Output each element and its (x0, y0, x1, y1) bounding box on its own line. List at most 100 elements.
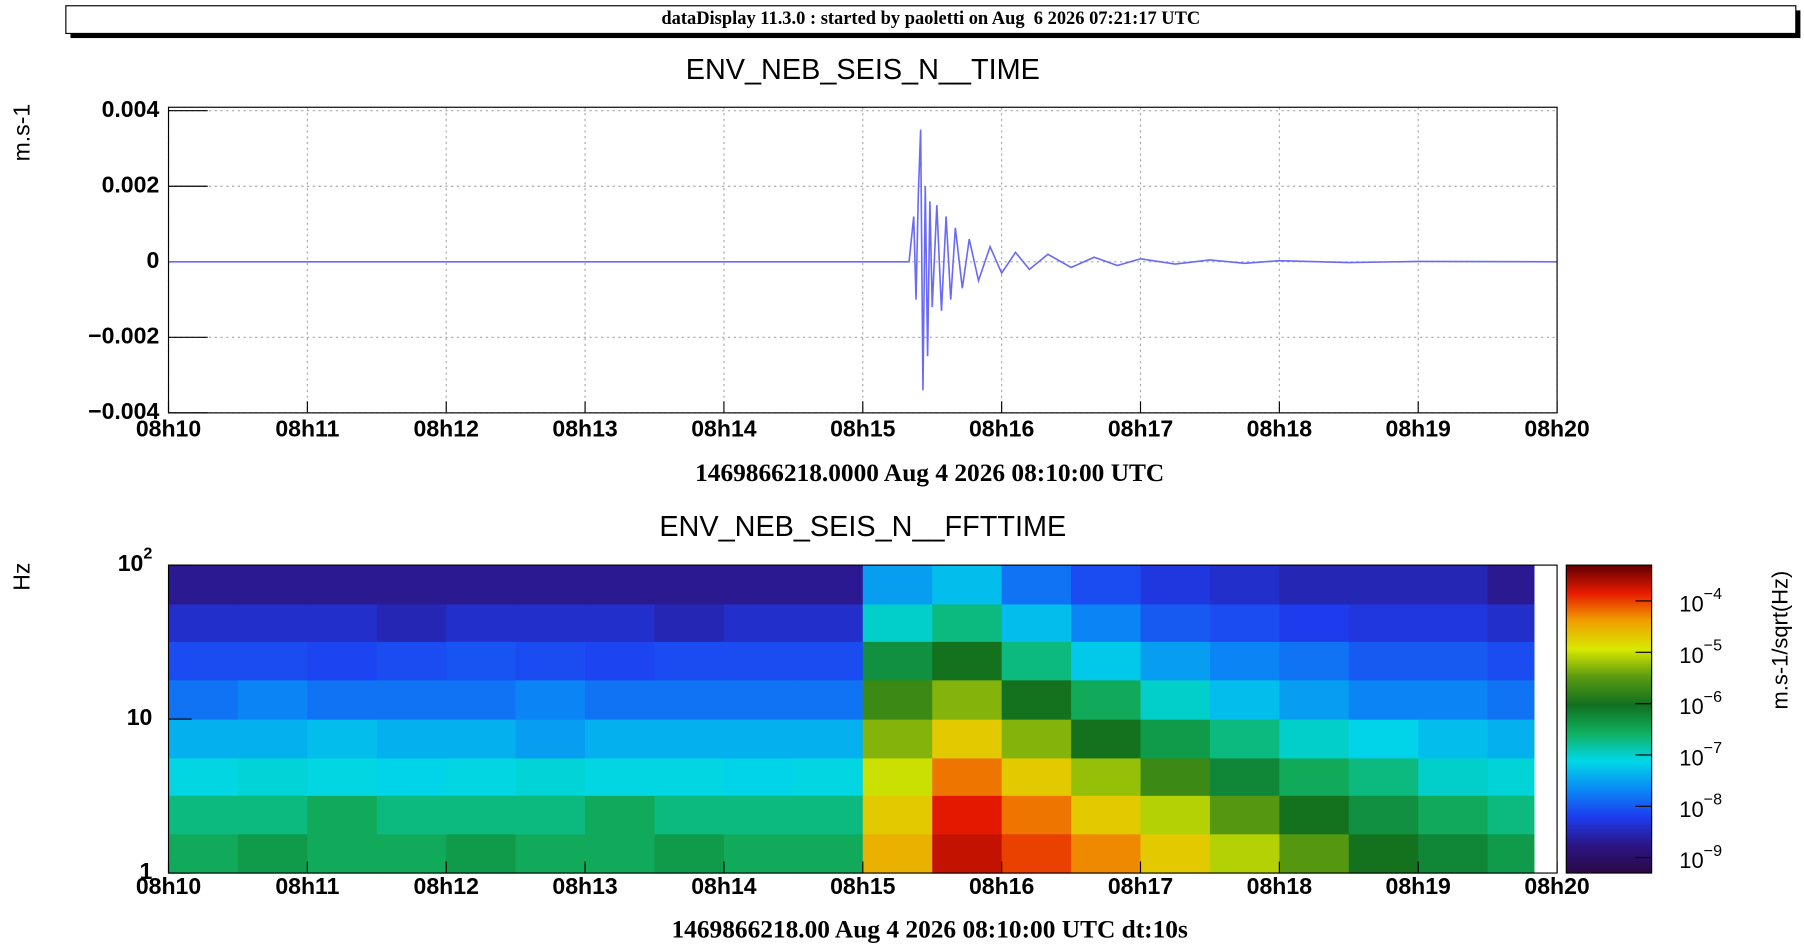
heatmap-cell (654, 833, 725, 874)
y-axis-label: Hz (8, 563, 34, 591)
x-tick-label: 08h15 (830, 415, 896, 441)
tick-label: 102 (118, 545, 153, 576)
heatmap-cell (237, 795, 308, 835)
heatmap-cell (723, 719, 794, 759)
heatmap-cell (237, 833, 308, 874)
heatmap-cell (1279, 603, 1350, 642)
heatmap-cell (1071, 641, 1142, 681)
heatmap-cell (793, 719, 864, 759)
tick-label: 10−8 (1679, 791, 1722, 822)
x-tick-label: 08h20 (1524, 415, 1589, 441)
heatmap-cell (168, 795, 239, 835)
heatmap-cell (1487, 565, 1535, 605)
heatmap-cell (585, 603, 656, 642)
tick-base: 10 (1679, 848, 1703, 873)
heatmap-cell (1348, 565, 1419, 605)
tick-base: 10 (1679, 591, 1703, 616)
heatmap-cell (307, 641, 378, 681)
tick-label: 10−5 (1679, 637, 1722, 668)
heatmap-cell (862, 641, 933, 681)
tick-label: 10−9 (1679, 842, 1722, 873)
heatmap-cell (585, 679, 656, 720)
heatmap-cell (1071, 833, 1142, 874)
heatmap-cell (723, 603, 794, 642)
heatmap-cell (168, 565, 239, 605)
heatmap-cell (515, 833, 586, 874)
tick-base: 10 (1679, 745, 1703, 770)
heatmap-cell (654, 719, 725, 759)
heatmap-cell (237, 679, 308, 720)
heatmap-cell (1209, 679, 1280, 720)
heatmap-cell (1348, 757, 1419, 796)
heatmap-cell (168, 757, 239, 796)
heatmap-cell (446, 641, 517, 681)
heatmap-cell (793, 565, 864, 605)
heatmap-cell (1071, 757, 1142, 796)
heatmap-cell (654, 795, 725, 835)
x-tick-label: 08h15 (830, 873, 896, 899)
chart-title: ENV_NEB_SEIS_N__TIME (686, 54, 1040, 86)
x-tick-label: 08h19 (1386, 415, 1451, 441)
heatmap-cell (515, 603, 586, 642)
x-tick-label: 08h12 (414, 873, 479, 899)
x-tick-label: 08h16 (969, 873, 1034, 899)
heatmap-cell (1348, 641, 1419, 681)
heatmap-cell (515, 757, 586, 796)
heatmap-cell (1418, 641, 1489, 681)
tick-label: 0.004 (102, 96, 160, 122)
heatmap-cell (446, 565, 517, 605)
heatmap-cell (1001, 757, 1072, 796)
heatmap-cell (307, 679, 378, 720)
x-tick-label: 08h12 (414, 415, 479, 441)
colorbar (1565, 564, 1653, 874)
heatmap-cell (862, 719, 933, 759)
heatmap-cell (1487, 719, 1535, 759)
heatmap-cell (1487, 795, 1535, 835)
heatmap-cell (1418, 719, 1489, 759)
heatmap-cell (1418, 603, 1489, 642)
heatmap-cell (446, 679, 517, 720)
tick-label: 0 (146, 247, 159, 273)
heatmap-cell (793, 833, 864, 874)
heatmap-cell (793, 795, 864, 835)
tick-label: −0.004 (88, 398, 159, 424)
heatmap-cell (307, 833, 378, 874)
heatmap-cell (237, 565, 308, 605)
z-axis-label: m.s-1/sqrt(Hz) (1768, 571, 1793, 710)
heatmap-cell (723, 757, 794, 796)
heatmap-cell (168, 833, 239, 874)
heatmap-cell (1071, 679, 1142, 720)
heatmap-cell (1140, 757, 1211, 796)
heatmap-cell (862, 833, 933, 874)
heatmap-cell (376, 833, 447, 874)
heatmap-cell (1001, 603, 1072, 642)
heatmap-cell (1140, 603, 1211, 642)
x-tick-label: 08h14 (691, 415, 757, 441)
tick-exponent: 2 (143, 545, 152, 563)
heatmap-cell (515, 719, 586, 759)
x-tick-label: 08h17 (1108, 873, 1173, 899)
heatmap-cell (307, 757, 378, 796)
heatmap-cell (1071, 795, 1142, 835)
x-tick-label: 08h13 (552, 415, 617, 441)
heatmap-cell (1209, 833, 1280, 874)
heatmap-cell (1487, 641, 1535, 681)
heatmap-cell (654, 641, 725, 681)
heatmap-cell (862, 795, 933, 835)
heatmap-cell (1001, 719, 1072, 759)
tick-exponent: −9 (1704, 842, 1722, 860)
heatmap-cell (793, 757, 864, 796)
heatmap-cell (1418, 795, 1489, 835)
plot-frame (167, 106, 1558, 414)
tick-label: 10−6 (1679, 688, 1722, 719)
heatmap-cell (237, 757, 308, 796)
heatmap-cell (932, 641, 1003, 681)
x-axis-label: 1469866218.00 Aug 4 2026 08:10:00 UTC dt… (671, 916, 1187, 944)
x-tick-label: 08h16 (969, 415, 1034, 441)
heatmap-cell (1418, 679, 1489, 720)
heatmap-cell (862, 757, 933, 796)
heatmap-cell (1348, 679, 1419, 720)
heatmap-cell (1209, 641, 1280, 681)
heatmap-cell (723, 565, 794, 605)
